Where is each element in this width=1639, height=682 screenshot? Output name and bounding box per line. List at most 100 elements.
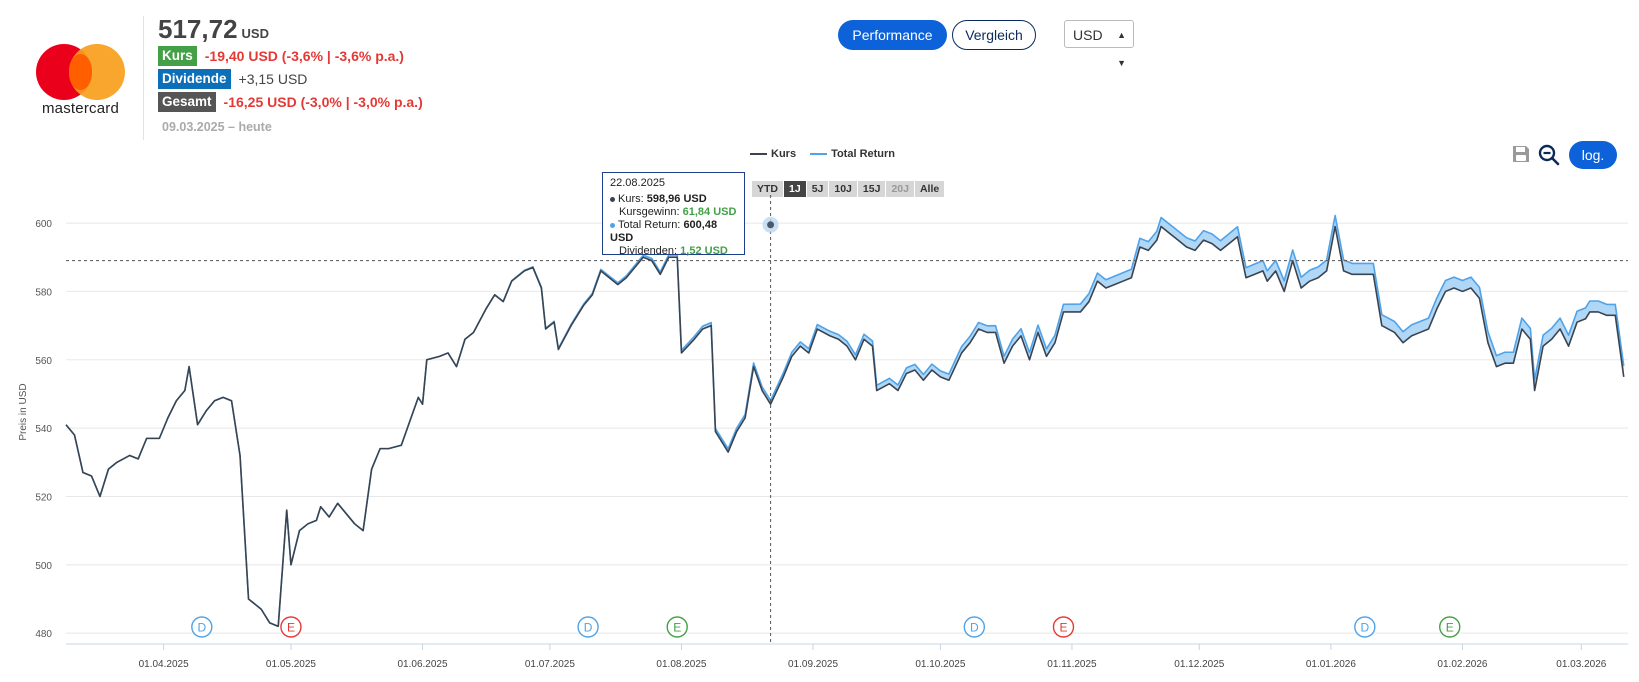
current-price: 517,72 bbox=[158, 14, 238, 44]
range-alle[interactable]: Alle bbox=[914, 181, 945, 197]
x-tick-label: 01.06.2025 bbox=[398, 659, 448, 670]
x-tick-label: 01.08.2025 bbox=[656, 659, 706, 670]
zoom-out-icon[interactable] bbox=[1537, 143, 1561, 167]
y-tick-label: 580 bbox=[35, 287, 52, 298]
kurs-line bbox=[65, 225, 1625, 628]
y-tick-label: 520 bbox=[35, 492, 52, 503]
tooltip-div-row: Dividenden: 1,52 USD bbox=[610, 245, 737, 258]
legend-total-return-label: Total Return bbox=[831, 148, 896, 160]
price-currency: USD bbox=[241, 26, 269, 41]
chart-tooltip: 22.08.2025 Kurs: 598,96 USD Kursgewinn: … bbox=[602, 172, 745, 258]
tooltip-tr-value: 600,48 USD bbox=[610, 219, 718, 244]
tooltip-kurs-label: Kurs: bbox=[618, 193, 644, 205]
event-marker-e bbox=[1439, 616, 1461, 638]
header-divider bbox=[143, 16, 144, 140]
chart-grid bbox=[66, 222, 1628, 634]
event-marker-label: D bbox=[584, 621, 593, 635]
event-marker-e bbox=[280, 616, 302, 638]
tooltip-div-value: 1,52 USD bbox=[680, 245, 728, 257]
hover-crosshair bbox=[66, 195, 1628, 642]
tooltip-tr-row: Total Return: 600,48 USD bbox=[610, 219, 737, 245]
dividende-value: +3,15 USD bbox=[238, 70, 308, 87]
event-marker-label: D bbox=[1361, 621, 1370, 635]
y-tick-label: 600 bbox=[35, 219, 52, 230]
kurs-value: -19,40 USD (-3,6% | -3,6% p.a.) bbox=[204, 47, 404, 64]
tooltip-kursgewinn-value: 61,84 USD bbox=[682, 206, 737, 218]
event-marker-d bbox=[191, 616, 213, 638]
logo-overlap bbox=[69, 44, 92, 100]
tooltip-kursgewinn-label: Kursgewinn: bbox=[619, 206, 680, 218]
x-tick-label: 01.09.2025 bbox=[788, 659, 838, 670]
event-marker-d bbox=[577, 616, 599, 638]
x-tick-label: 01.11.2025 bbox=[1047, 659, 1097, 670]
range-5j[interactable]: 5J bbox=[806, 181, 829, 197]
event-marker-label: E bbox=[1059, 621, 1067, 635]
event-marker-e bbox=[666, 616, 688, 638]
event-marker-d bbox=[963, 616, 986, 638]
range-ytd[interactable]: YTD bbox=[752, 181, 783, 197]
x-tick-label: 01.04.2025 bbox=[139, 659, 189, 670]
y-tick-label: 560 bbox=[35, 356, 52, 367]
legend-kurs-label: Kurs bbox=[771, 148, 797, 160]
tooltip-kurs-dot bbox=[610, 196, 615, 202]
logo-text: mastercard bbox=[41, 100, 120, 117]
event-marker-label: E bbox=[287, 621, 295, 635]
select-arrows-icon: ▲ ▼ bbox=[1117, 30, 1126, 68]
x-tick-label: 01.07.2025 bbox=[525, 659, 575, 670]
tooltip-kursgewinn-row: Kursgewinn: 61,84 USD bbox=[610, 206, 737, 219]
tooltip-tr-dot bbox=[610, 222, 615, 228]
date-range: 09.03.2025 – heute bbox=[162, 120, 272, 134]
event-marker-label: D bbox=[197, 621, 206, 635]
y-tick-label: 540 bbox=[35, 424, 52, 435]
dividende-badge: Dividende bbox=[158, 68, 231, 89]
legend-kurs[interactable]: Kurs bbox=[750, 148, 796, 160]
tooltip-kurs-row: Kurs: 598,96 USD bbox=[610, 193, 737, 206]
event-marker-d bbox=[1354, 616, 1376, 638]
chart-series bbox=[65, 214, 1625, 628]
performance-button[interactable]: Performance bbox=[838, 20, 947, 50]
save-icon[interactable] bbox=[1510, 143, 1534, 167]
range-1j[interactable]: 1J bbox=[784, 181, 806, 197]
x-tick-label: 01.01.2026 bbox=[1306, 659, 1356, 670]
y-tick-label: 500 bbox=[35, 561, 52, 572]
legend-kurs-swatch bbox=[750, 153, 767, 156]
dividende-row: Dividende +3,15 USD bbox=[158, 68, 308, 89]
currency-select[interactable]: USD ▲ ▼ bbox=[1064, 20, 1134, 68]
event-marker-label: E bbox=[673, 621, 681, 635]
event-marker-label: D bbox=[970, 621, 979, 635]
chart-legend: Kurs Total Return bbox=[750, 148, 895, 160]
tooltip-div-label: Dividenden: bbox=[619, 245, 678, 257]
gesamt-badge: Gesamt bbox=[158, 91, 216, 112]
hover-point bbox=[767, 221, 775, 229]
range-10j[interactable]: 10J bbox=[829, 181, 857, 197]
range-selector: YTD 1J 5J 10J 15J 20J Alle bbox=[752, 181, 945, 197]
x-axis: 01.04.2025 01.05.2025 01.06.2025 01.07.2025… bbox=[66, 643, 1628, 670]
tooltip-date: 22.08.2025 bbox=[610, 177, 666, 189]
x-tick-label: 01.05.2025 bbox=[266, 659, 316, 670]
range-15j[interactable]: 15J bbox=[857, 181, 886, 197]
x-tick-label: 01.02.2026 bbox=[1437, 659, 1487, 670]
tooltip-tr-label: Total Return: bbox=[618, 219, 681, 231]
range-20j: 20J bbox=[886, 181, 914, 197]
currency-select-value: USD bbox=[1073, 27, 1103, 43]
y-axis-label: Preis in USD bbox=[18, 383, 29, 440]
compare-button[interactable]: Vergleich bbox=[952, 20, 1036, 50]
legend-total-return-swatch bbox=[810, 153, 828, 156]
x-tick-label: 01.10.2025 bbox=[915, 659, 965, 670]
y-tick-label: 480 bbox=[35, 629, 52, 640]
kurs-badge: Kurs bbox=[158, 45, 197, 66]
y-axis: 480 500 520 540 560 580 600 bbox=[35, 219, 52, 640]
kurs-row: Kurs -19,40 USD (-3,6% | -3,6% p.a.) bbox=[158, 45, 404, 66]
gesamt-value: -16,25 USD (-3,0% | -3,0% p.a.) bbox=[223, 93, 423, 110]
event-marker-e bbox=[1052, 616, 1075, 638]
log-scale-button[interactable]: log. bbox=[1569, 141, 1617, 169]
legend-total-return[interactable]: Total Return bbox=[810, 148, 895, 160]
x-tick-label: 01.03.2026 bbox=[1556, 659, 1606, 670]
gesamt-row: Gesamt -16,25 USD (-3,0% | -3,0% p.a.) bbox=[158, 91, 423, 112]
mastercard-logo: mastercard bbox=[28, 40, 128, 120]
price-header: 517,72 USD bbox=[158, 14, 269, 45]
x-tick-label: 01.12.2025 bbox=[1174, 659, 1224, 670]
tooltip-kurs-value: 598,96 USD bbox=[646, 193, 707, 205]
